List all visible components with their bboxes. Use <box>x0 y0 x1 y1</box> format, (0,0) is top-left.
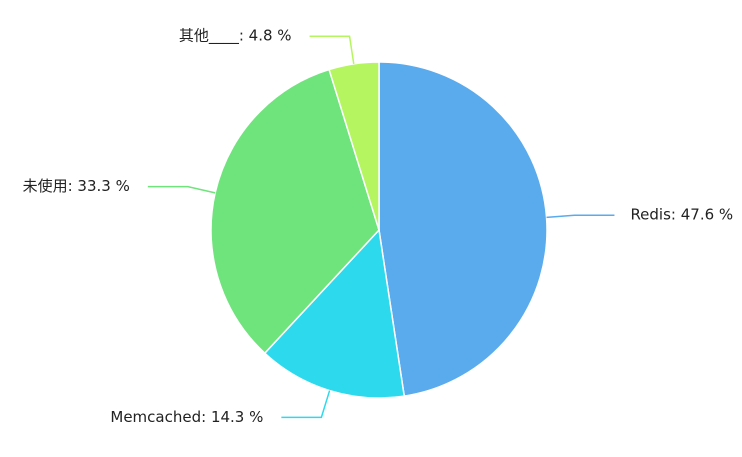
pie-slice <box>328 61 380 231</box>
pie-slice <box>378 61 548 397</box>
pie-slice <box>210 68 380 355</box>
leader-line <box>546 214 615 219</box>
slice-label: Memcached: 14.3 % <box>110 408 263 426</box>
leader-line <box>309 35 355 65</box>
slice-label: 未使用: 33.3 % <box>23 177 130 195</box>
leader-line <box>147 185 216 194</box>
slice-label: Redis: 47.6 % <box>630 206 733 224</box>
leader-line <box>281 390 331 419</box>
slice-label: 其他____: 4.8 % <box>179 27 292 46</box>
